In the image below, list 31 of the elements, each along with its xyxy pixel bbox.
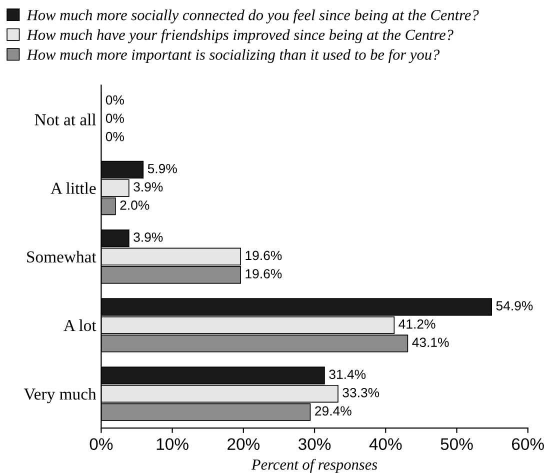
data-label: 54.9% bbox=[496, 301, 533, 310]
data-label: 5.9% bbox=[148, 164, 177, 174]
y-tick-label: Very much bbox=[24, 388, 96, 404]
x-tick-label: 50% bbox=[440, 438, 473, 450]
y-tick-label: Not at all bbox=[34, 114, 96, 126]
x-tick-label: 30% bbox=[298, 438, 331, 450]
data-label: 41.2% bbox=[398, 319, 436, 329]
y-tick-label: Somewhat bbox=[27, 250, 96, 263]
x-tick-label: 20% bbox=[228, 438, 260, 450]
data-label: 19.6% bbox=[246, 250, 282, 260]
data-label: 0% bbox=[106, 95, 124, 105]
legend-label: How much have your friendships improved since being at the Centre? bbox=[26, 29, 454, 44]
data-label: 0% bbox=[106, 114, 124, 123]
legend-label: How much more important is socializing than it used to be for you? bbox=[26, 48, 440, 63]
data-label: 31.4% bbox=[329, 370, 366, 380]
x-tick-label: 40% bbox=[369, 438, 402, 450]
x-tick-label: 0% bbox=[90, 438, 113, 450]
data-label: 43.1% bbox=[412, 338, 449, 348]
x-tick-label: 60% bbox=[512, 438, 544, 450]
x-tick-label: 10% bbox=[156, 438, 188, 450]
data-label: 33.3% bbox=[342, 388, 380, 398]
data-label: 19.6% bbox=[246, 269, 282, 278]
legend-label: How much more socially connected do you feel since being at the Centre? bbox=[26, 9, 479, 24]
y-tick-label: A little bbox=[50, 182, 96, 194]
data-label: 3.9% bbox=[134, 182, 163, 192]
y-tick-label: A lot bbox=[64, 319, 96, 332]
data-label: 3.9% bbox=[134, 232, 163, 242]
x-axis-title: Percent of responses bbox=[251, 458, 378, 473]
data-label: 2.0% bbox=[120, 200, 150, 210]
data-label: 29.4% bbox=[315, 406, 352, 416]
data-label: 0% bbox=[106, 132, 124, 142]
